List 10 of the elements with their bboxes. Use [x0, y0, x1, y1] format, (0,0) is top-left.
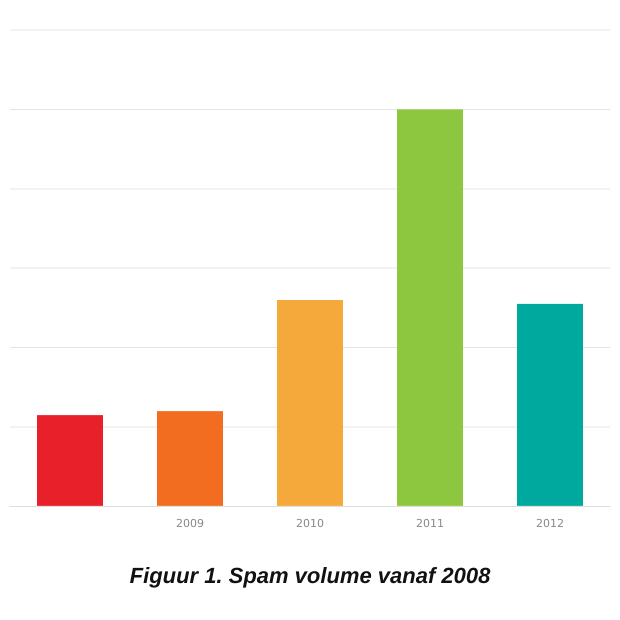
- x-tick-label: 2009: [176, 516, 204, 530]
- x-tick-label: 2010: [296, 516, 324, 530]
- bar: [37, 415, 103, 506]
- x-tick-label: 2011: [416, 516, 444, 530]
- text: Figuur 1. Spam volume vanaf 2008: [130, 562, 492, 588]
- bar: [157, 411, 223, 506]
- bar: [277, 300, 343, 506]
- x-tick-label: 2012: [536, 516, 564, 530]
- bar: [517, 304, 583, 506]
- bar: [397, 109, 463, 506]
